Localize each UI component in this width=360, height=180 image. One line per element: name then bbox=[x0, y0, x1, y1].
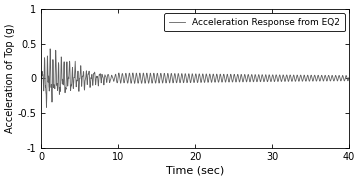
Acceleration Response from EQ2 bbox=[338, 78, 342, 80]
Legend: Acceleration Response from EQ2: Acceleration Response from EQ2 bbox=[164, 13, 345, 31]
Acceleration Response from EQ2 bbox=[282, 76, 286, 78]
Acceleration Response from EQ2 bbox=[55, 87, 59, 90]
Acceleration Response from EQ2 bbox=[44, 106, 49, 108]
Acceleration Response from EQ2 bbox=[181, 80, 185, 82]
Acceleration Response from EQ2 bbox=[39, 77, 44, 79]
X-axis label: Time (sec): Time (sec) bbox=[166, 165, 224, 175]
Acceleration Response from EQ2 bbox=[189, 79, 193, 81]
Acceleration Response from EQ2 bbox=[347, 76, 351, 79]
Line: Acceleration Response from EQ2: Acceleration Response from EQ2 bbox=[41, 49, 349, 107]
Acceleration Response from EQ2 bbox=[48, 48, 52, 50]
Y-axis label: Acceleration of Top (g): Acceleration of Top (g) bbox=[5, 23, 15, 133]
Acceleration Response from EQ2 bbox=[338, 78, 342, 80]
